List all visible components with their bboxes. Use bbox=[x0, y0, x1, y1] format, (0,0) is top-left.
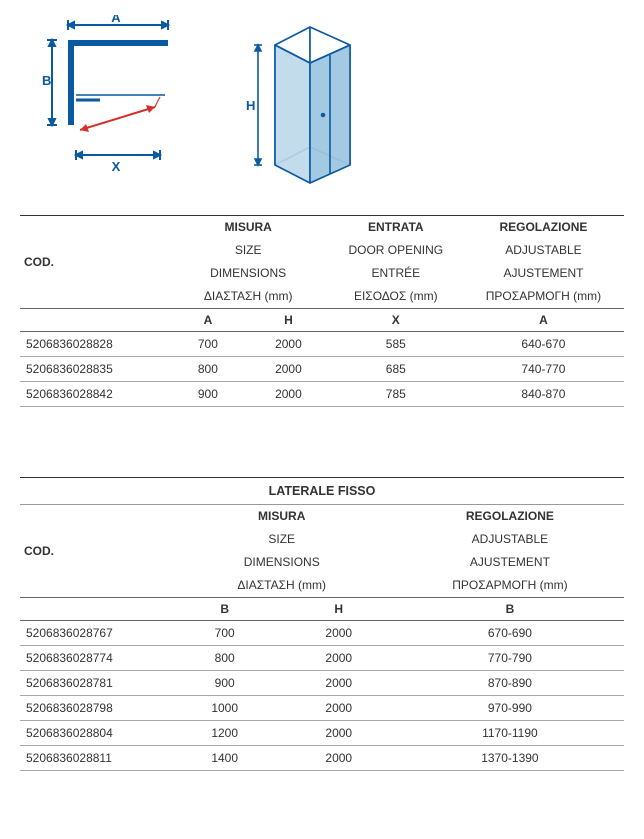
sub2-Badj: B bbox=[396, 598, 624, 621]
section-laterale: LATERALE FISSO bbox=[20, 478, 624, 505]
cell-cod: 5206836028774 bbox=[20, 646, 168, 671]
cell-X: 685 bbox=[329, 357, 463, 382]
hdr-entrata-1: DOOR OPENING bbox=[329, 239, 463, 262]
sub-A: A bbox=[168, 309, 249, 332]
cell-A: 700 bbox=[168, 332, 249, 357]
hdr-regolazione-2: AJUSTEMENT bbox=[463, 262, 624, 285]
svg-text:B: B bbox=[42, 73, 51, 88]
cell-H: 2000 bbox=[282, 746, 396, 771]
cell-Badj: 970-990 bbox=[396, 696, 624, 721]
cell-Badj: 1170-1190 bbox=[396, 721, 624, 746]
sub-Aadj: A bbox=[463, 309, 624, 332]
sub2-H: H bbox=[282, 598, 396, 621]
col-cod: COD. bbox=[20, 216, 168, 309]
hdr2-misura-3: ΔΙΑΣΤΑΣΗ (mm) bbox=[168, 574, 396, 598]
dimensions-table-1: COD. MISURA ENTRATA REGOLAZIONE SIZE DOO… bbox=[20, 215, 624, 407]
cell-Aadj: 740-770 bbox=[463, 357, 624, 382]
cell-X: 785 bbox=[329, 382, 463, 407]
hdr2-misura-1: SIZE bbox=[168, 528, 396, 551]
table1-body: 5206836028828 700 2000 585 640-670 52068… bbox=[20, 332, 624, 407]
hdr-regolazione-1: ADJUSTABLE bbox=[463, 239, 624, 262]
cell-Aadj: 640-670 bbox=[463, 332, 624, 357]
iso-diagram: H bbox=[240, 15, 370, 190]
cell-cod: 5206836028781 bbox=[20, 671, 168, 696]
cell-B: 900 bbox=[168, 671, 282, 696]
hdr-regolazione-0: REGOLAZIONE bbox=[463, 216, 624, 240]
dimensions-table-2: LATERALE FISSO COD. MISURA REGOLAZIONE S… bbox=[20, 477, 624, 771]
cell-Badj: 1370-1390 bbox=[396, 746, 624, 771]
cell-cod: 5206836028842 bbox=[20, 382, 168, 407]
cell-X: 585 bbox=[329, 332, 463, 357]
hdr2-misura-2: DIMENSIONS bbox=[168, 551, 396, 574]
cell-H: 2000 bbox=[282, 721, 396, 746]
cell-A: 800 bbox=[168, 357, 249, 382]
cell-H: 2000 bbox=[248, 382, 329, 407]
hdr2-regolazione-3: ΠΡΟΣΑΡΜΟΓΗ (mm) bbox=[396, 574, 624, 598]
sub2-B: B bbox=[168, 598, 282, 621]
cell-H: 2000 bbox=[282, 646, 396, 671]
cell-B: 1200 bbox=[168, 721, 282, 746]
table-row: 5206836028828 700 2000 585 640-670 bbox=[20, 332, 624, 357]
cell-cod: 5206836028828 bbox=[20, 332, 168, 357]
sub-X: X bbox=[329, 309, 463, 332]
col-cod2: COD. bbox=[20, 505, 168, 598]
cell-Aadj: 840-870 bbox=[463, 382, 624, 407]
sub-H: H bbox=[248, 309, 329, 332]
table-row: 5206836028781 900 2000 870-890 bbox=[20, 671, 624, 696]
cell-B: 800 bbox=[168, 646, 282, 671]
cell-H: 2000 bbox=[282, 671, 396, 696]
table-row: 5206836028767 700 2000 670-690 bbox=[20, 621, 624, 646]
diagrams-row: A B X H bbox=[20, 10, 624, 215]
cell-H: 2000 bbox=[248, 357, 329, 382]
cell-Badj: 870-890 bbox=[396, 671, 624, 696]
hdr-misura-1: SIZE bbox=[168, 239, 329, 262]
cell-Badj: 670-690 bbox=[396, 621, 624, 646]
hdr-misura-2: DIMENSIONS bbox=[168, 262, 329, 285]
hdr2-regolazione-0: REGOLAZIONE bbox=[396, 505, 624, 529]
table-row: 5206836028804 1200 2000 1170-1190 bbox=[20, 721, 624, 746]
hdr2-misura-0: MISURA bbox=[168, 505, 396, 529]
cell-cod: 5206836028798 bbox=[20, 696, 168, 721]
cell-cod: 5206836028811 bbox=[20, 746, 168, 771]
cell-A: 900 bbox=[168, 382, 249, 407]
cell-H: 2000 bbox=[248, 332, 329, 357]
table2-body: 5206836028767 700 2000 670-690 520683602… bbox=[20, 621, 624, 771]
hdr-regolazione-3: ΠΡΟΣΑΡΜΟΓΗ (mm) bbox=[463, 285, 624, 309]
table-row: 5206836028774 800 2000 770-790 bbox=[20, 646, 624, 671]
svg-text:X: X bbox=[112, 159, 121, 174]
table-row: 5206836028835 800 2000 685 740-770 bbox=[20, 357, 624, 382]
hdr-entrata-2: ENTRÉE bbox=[329, 262, 463, 285]
cell-Badj: 770-790 bbox=[396, 646, 624, 671]
table-row: 5206836028798 1000 2000 970-990 bbox=[20, 696, 624, 721]
svg-text:H: H bbox=[246, 98, 255, 113]
hdr2-regolazione-2: AJUSTEMENT bbox=[396, 551, 624, 574]
cell-H: 2000 bbox=[282, 621, 396, 646]
hdr2-regolazione-1: ADJUSTABLE bbox=[396, 528, 624, 551]
svg-text:A: A bbox=[111, 15, 121, 25]
hdr-entrata-3: ΕΙΣΟΔΟΣ (mm) bbox=[329, 285, 463, 309]
cell-cod: 5206836028835 bbox=[20, 357, 168, 382]
cell-cod: 5206836028804 bbox=[20, 721, 168, 746]
cell-B: 700 bbox=[168, 621, 282, 646]
cell-H: 2000 bbox=[282, 696, 396, 721]
table-row: 5206836028811 1400 2000 1370-1390 bbox=[20, 746, 624, 771]
cell-cod: 5206836028767 bbox=[20, 621, 168, 646]
hdr-entrata-0: ENTRATA bbox=[329, 216, 463, 240]
hdr-misura-3: ΔΙΑΣΤΑΣΗ (mm) bbox=[168, 285, 329, 309]
hdr-misura-0: MISURA bbox=[168, 216, 329, 240]
cell-B: 1000 bbox=[168, 696, 282, 721]
table-row: 5206836028842 900 2000 785 840-870 bbox=[20, 382, 624, 407]
plan-diagram: A B X bbox=[40, 15, 180, 175]
cell-B: 1400 bbox=[168, 746, 282, 771]
